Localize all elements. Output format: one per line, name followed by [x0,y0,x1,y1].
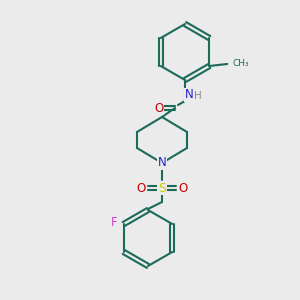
Text: O: O [136,182,146,194]
Text: N: N [158,157,166,169]
Text: O: O [154,101,164,115]
Text: S: S [158,182,166,194]
Text: CH₃: CH₃ [232,59,249,68]
Text: H: H [194,91,202,101]
Text: O: O [178,182,188,194]
Text: F: F [110,215,117,229]
Text: N: N [184,88,194,101]
